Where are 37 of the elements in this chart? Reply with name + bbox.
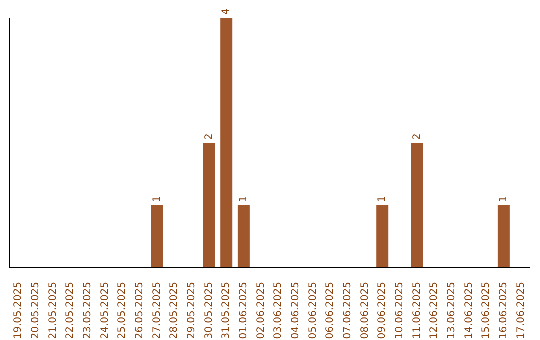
- data-label: 2: [204, 134, 215, 140]
- x-tick-label: 16.06.2025: [498, 282, 510, 340]
- x-tick-label: 10.06.2025: [394, 282, 406, 340]
- x-tick-label: 07.06.2025: [342, 282, 354, 340]
- x-tick-label: 01.06.2025: [238, 282, 250, 340]
- x-tick-label: 19.05.2025: [13, 282, 24, 340]
- x-tick-label: 23.05.2025: [82, 282, 94, 340]
- x-tick-label: 31.05.2025: [221, 282, 232, 340]
- data-label: 1: [377, 196, 388, 202]
- x-tick-label: 21.05.2025: [48, 282, 59, 340]
- x-tick-label: 29.05.2025: [186, 282, 198, 340]
- x-tick-label: 26.05.2025: [134, 282, 146, 340]
- x-tick-label: 30.05.2025: [204, 282, 215, 340]
- data-label: 1: [238, 196, 250, 202]
- x-tick-label: 13.06.2025: [446, 282, 458, 340]
- data-label: 4: [221, 8, 232, 15]
- x-tick-label: 08.06.2025: [360, 282, 371, 340]
- data-label: 1: [152, 196, 163, 202]
- x-tick-label: 24.05.2025: [100, 282, 111, 340]
- x-tick-label: 04.06.2025: [290, 282, 302, 340]
- x-tick-label: 03.06.2025: [273, 282, 284, 340]
- data-label: 2: [412, 134, 423, 140]
- data-label: 1: [498, 196, 510, 202]
- x-tick-label: 14.06.2025: [464, 282, 475, 340]
- x-tick-label: 12.06.2025: [429, 282, 440, 340]
- x-tick-label: 20.05.2025: [30, 282, 42, 340]
- x-tick-label: 15.06.2025: [481, 282, 492, 340]
- x-tick-label: 06.06.2025: [325, 282, 336, 340]
- x-tick-label: 22.05.2025: [65, 282, 76, 340]
- x-tick-label: 05.06.2025: [308, 282, 319, 340]
- x-tick-label: 27.05.2025: [152, 282, 163, 340]
- x-tick-label: 17.06.2025: [516, 282, 527, 340]
- x-tick-label: 11.06.2025: [412, 282, 423, 340]
- x-tick-label: 09.06.2025: [377, 282, 388, 340]
- x-tick-label: 02.06.2025: [256, 282, 267, 340]
- x-tick-label: 28.05.2025: [169, 282, 180, 340]
- x-tick-label: 25.05.2025: [117, 282, 128, 340]
